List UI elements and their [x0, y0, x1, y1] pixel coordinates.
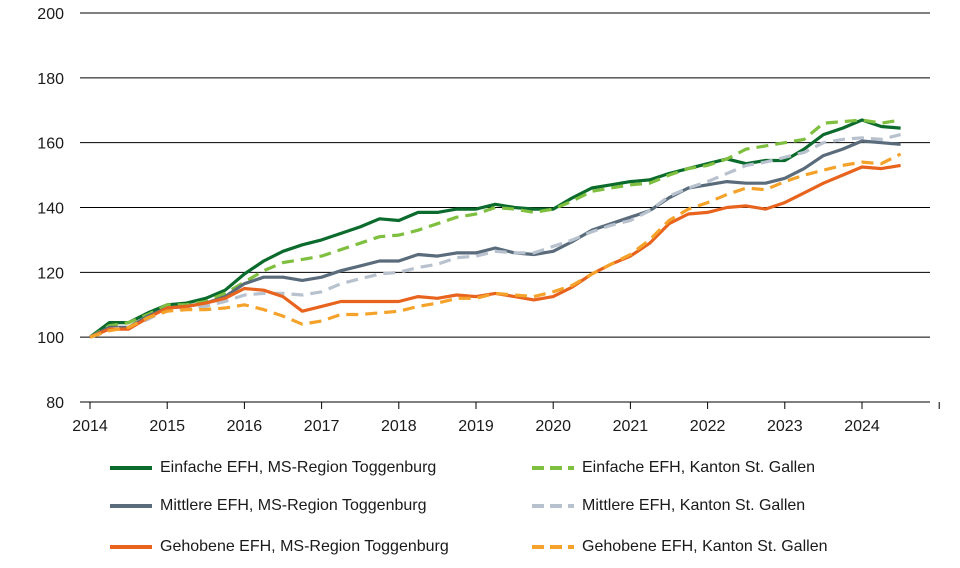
- x-axis-tick-labels: 2014 2015 2016 2017 2018 2019 2020 2021 2022 2023…: [72, 418, 880, 435]
- y-tick-label: 140: [37, 201, 64, 218]
- x-tick-label: 2024: [844, 418, 880, 435]
- series-line-5: [89, 152, 902, 339]
- y-tick-label: 200: [37, 6, 64, 23]
- x-tick-label: 2017: [304, 418, 340, 435]
- y-tick-label: 180: [37, 71, 64, 88]
- legend-item-gehobene-toggenburg: Gehobene EFH, MS-Region Toggenburg: [110, 534, 449, 560]
- series-line-3: [89, 133, 901, 339]
- x-tick-label: 2018: [381, 418, 417, 435]
- series-line-0: [89, 118, 901, 339]
- y-axis-tick-labels: 80 100 120 140 160 180 200: [37, 6, 64, 412]
- legend-label: Gehobene EFH, Kanton St. Gallen: [582, 538, 828, 555]
- x-tick-label: 2023: [767, 418, 803, 435]
- legend-item-gehobene-stgallen: Gehobene EFH, Kanton St. Gallen: [532, 534, 827, 560]
- legend-item-einfache-toggenburg: Einfache EFH, MS-Region Toggenburg: [110, 455, 436, 481]
- series-line-2: [89, 139, 901, 339]
- y-tick-label: 160: [37, 136, 64, 153]
- y-tick-label: 80: [46, 395, 64, 412]
- legend-swatch-mittlere-toggenburg: [110, 504, 152, 508]
- x-tick-label: 2014: [72, 418, 108, 435]
- x-tick-label: 2020: [535, 418, 571, 435]
- gridlines: [80, 12, 930, 338]
- x-tick-label: 2015: [149, 418, 185, 435]
- legend-swatch-gehobene-toggenburg: [110, 545, 152, 549]
- legend: Einfache EFH, MS-Region Toggenburg Einfa…: [0, 448, 960, 568]
- y-tick-label: 120: [37, 265, 64, 282]
- legend-item-mittlere-stgallen: Mittlere EFH, Kanton St. Gallen: [532, 493, 805, 519]
- x-tick-label: 2022: [690, 418, 726, 435]
- series-line-4: [89, 163, 901, 339]
- legend-swatch-mittlere-stgallen: [532, 504, 574, 508]
- y-tick-label: 100: [37, 330, 64, 347]
- legend-item-einfache-stgallen: Einfache EFH, Kanton St. Gallen: [532, 455, 815, 481]
- x-tick-label: 2016: [227, 418, 263, 435]
- legend-label: Einfache EFH, MS-Region Toggenburg: [160, 459, 437, 476]
- x-tick-label: 2019: [458, 418, 494, 435]
- axes: [80, 401, 940, 409]
- legend-label: Einfache EFH, Kanton St. Gallen: [582, 459, 816, 476]
- series-lines: [89, 118, 902, 339]
- legend-item-mittlere-toggenburg: Mittlere EFH, MS-Region Toggenburg: [110, 493, 427, 519]
- legend-label: Gehobene EFH, MS-Region Toggenburg: [160, 538, 449, 555]
- legend-swatch-einfache-stgallen: [532, 466, 574, 470]
- x-tick-label: 2021: [613, 418, 649, 435]
- legend-label: Mittlere EFH, Kanton St. Gallen: [582, 497, 806, 514]
- legend-swatch-einfache-toggenburg: [110, 466, 152, 470]
- legend-swatch-gehobene-stgallen: [532, 545, 574, 549]
- legend-label: Mittlere EFH, MS-Region Toggenburg: [160, 497, 427, 514]
- series-line-1: [89, 118, 901, 339]
